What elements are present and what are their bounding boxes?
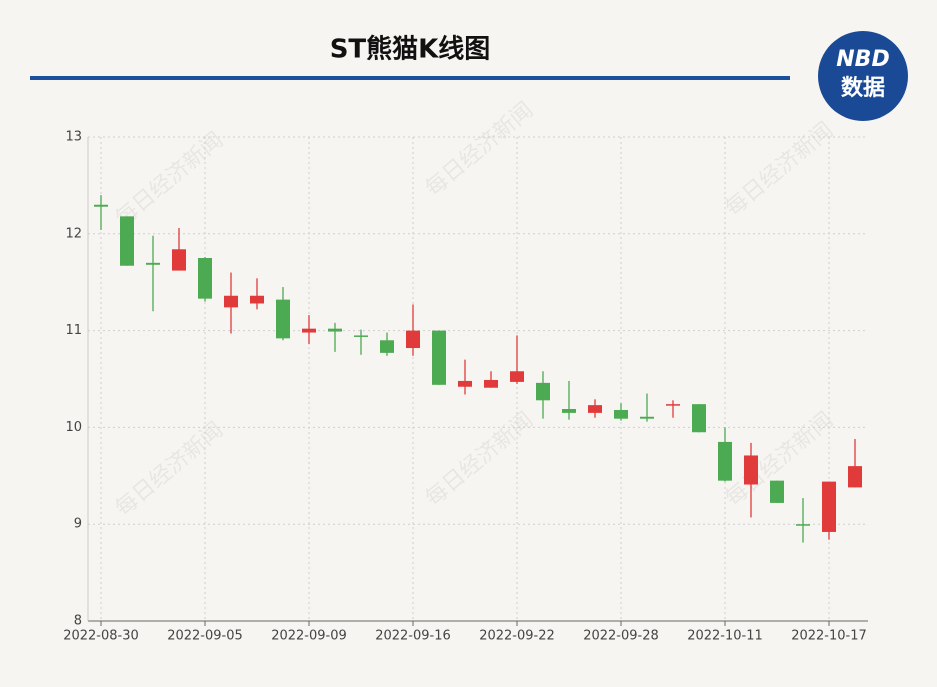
candle-body xyxy=(432,330,446,385)
candle-body xyxy=(770,480,784,503)
candle-body xyxy=(224,295,238,308)
x-tick-label: 2022-09-28 xyxy=(583,629,659,644)
y-tick-label: 13 xyxy=(65,130,82,145)
candle-body xyxy=(666,404,680,406)
logo xyxy=(818,31,908,121)
candle-body xyxy=(94,204,108,207)
candle-body xyxy=(276,299,290,339)
title-rule xyxy=(30,76,790,80)
candle-body xyxy=(614,409,628,419)
candle-body xyxy=(120,216,134,266)
candle-body xyxy=(484,379,498,388)
candle-body xyxy=(146,262,160,265)
y-tick-label: 11 xyxy=(65,323,82,338)
candle-body xyxy=(328,328,342,332)
y-tick-label: 10 xyxy=(65,420,82,435)
candle-body xyxy=(354,335,368,337)
x-tick-label: 2022-10-11 xyxy=(687,629,763,644)
candle-body xyxy=(172,249,186,271)
candle-body xyxy=(458,380,472,387)
x-tick-label: 2022-08-30 xyxy=(63,629,139,644)
candle-body xyxy=(250,295,264,304)
candle-body xyxy=(718,441,732,481)
candle-body xyxy=(406,330,420,349)
candle-body xyxy=(848,466,862,488)
candle-body xyxy=(380,340,394,353)
candle-body xyxy=(536,382,550,401)
candle-body xyxy=(822,481,836,532)
logo-text: NBD xyxy=(836,47,889,72)
x-tick-label: 2022-09-05 xyxy=(167,629,243,644)
candle-body xyxy=(198,258,212,299)
x-tick-label: 2022-10-17 xyxy=(791,629,867,644)
logo-text: 数据 xyxy=(841,75,885,101)
x-tick-label: 2022-09-22 xyxy=(479,629,555,644)
y-tick-label: 12 xyxy=(65,226,82,241)
candle-body xyxy=(588,405,602,413)
chart-title: ST熊猫K线图 xyxy=(330,34,491,65)
candle-body xyxy=(510,371,524,382)
candle-body xyxy=(562,409,576,413)
x-tick-label: 2022-09-16 xyxy=(375,629,451,644)
candle-body xyxy=(796,524,810,526)
y-tick-label: 9 xyxy=(74,517,82,532)
candle-body xyxy=(692,404,706,433)
candle-body xyxy=(302,328,316,333)
x-tick-label: 2022-09-09 xyxy=(271,629,347,644)
candle-body xyxy=(640,416,654,419)
candle-body xyxy=(744,455,758,485)
y-tick-label: 8 xyxy=(74,614,82,629)
